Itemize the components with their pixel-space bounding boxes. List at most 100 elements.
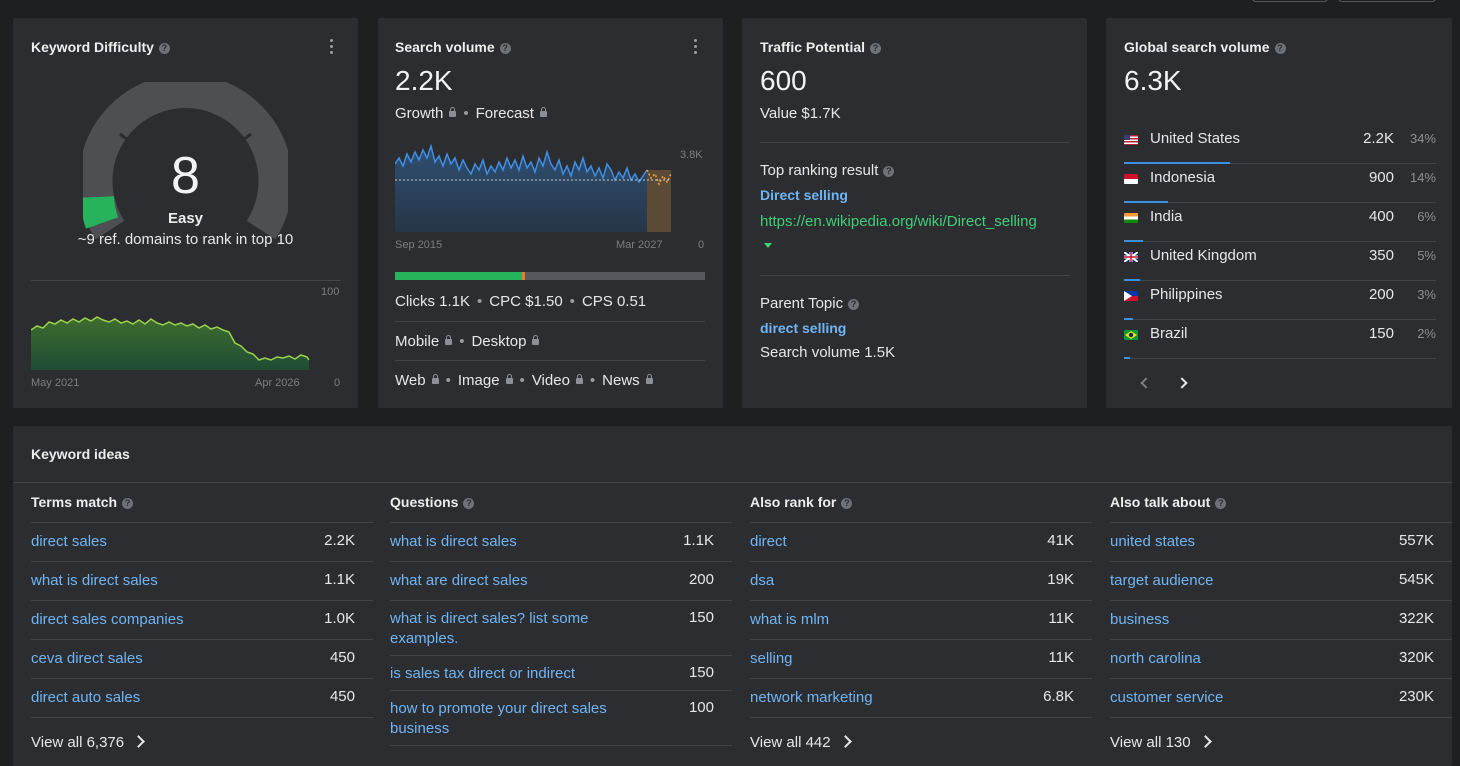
card-title: Keyword Difficulty? [31,39,170,55]
help-icon[interactable]: ? [841,498,853,509]
keyword-row[interactable]: what is direct sales? list some examples… [390,601,732,656]
keyword-link[interactable]: what are direct sales [390,572,528,589]
keyword-row[interactable]: network marketing 6.8K [750,679,1092,718]
keyword-link[interactable]: ceva direct sales [31,650,143,667]
keyword-link[interactable]: selling [750,650,793,667]
keyword-row[interactable]: how to promote your direct sales busines… [390,691,732,746]
keyword-row[interactable]: direct auto sales 450 [31,679,373,718]
forecast-label[interactable]: Forecast [475,105,534,122]
keyword-link[interactable]: customer service [1110,689,1224,706]
gb-flag-icon [1124,252,1138,262]
chevron-right-icon [1198,735,1212,748]
top-ranking-title-link[interactable]: Direct selling [760,187,848,203]
help-icon[interactable]: ? [158,43,170,54]
keyword-row[interactable]: what is direct sales 1.1K [390,523,732,562]
help-icon[interactable]: ? [463,498,475,509]
parent-topic-link[interactable]: direct selling [760,320,847,336]
growth-label[interactable]: Growth [395,105,444,122]
help-icon[interactable]: ? [883,166,895,177]
keyword-link[interactable]: target audience [1110,572,1214,589]
keyword-row[interactable]: selling 11K [750,640,1092,679]
keyword-volume: 200 [688,571,714,588]
lock-icon [449,107,457,117]
country-row[interactable]: United Kingdom 350 5% [1124,242,1436,281]
chevron-right-icon [1176,377,1188,389]
card-title: Traffic Potential? [760,39,882,55]
keyword-row[interactable]: direct sales 2.2K [31,523,373,562]
help-icon[interactable]: ? [870,43,882,54]
cps-value: CPS 0.51 [581,293,647,310]
clicks-value: Clicks 1.1K [395,293,471,310]
chevron-right-icon [132,735,145,748]
more-menu-icon[interactable] [694,39,698,55]
keyword-link[interactable]: united states [1110,533,1196,550]
keyword-row[interactable]: business 322K [1110,601,1452,640]
search-volume-chart [395,143,672,232]
view-all-link[interactable]: View all 130 [1110,718,1452,751]
keyword-link[interactable]: network marketing [750,689,873,706]
keyword-row[interactable]: ceva direct sales 450 [31,640,373,679]
column-title: Also talk about? [1110,484,1452,523]
help-icon[interactable]: ? [1215,498,1227,509]
help-icon[interactable]: ? [122,498,134,509]
image-label[interactable]: Image [457,372,500,389]
web-label[interactable]: Web [395,372,426,389]
news-label[interactable]: News [602,372,640,389]
keyword-row[interactable]: customer service 230K [1110,679,1452,718]
view-all-link[interactable]: View all 442 [750,718,1092,751]
view-all-link[interactable]: View all 6,376 [31,718,373,751]
help-icon[interactable]: ? [848,299,860,310]
keyword-row[interactable]: is sales tax direct or indirect 150 [390,656,732,691]
desktop-label[interactable]: Desktop [471,333,527,350]
keyword-link[interactable]: what is direct sales [31,572,158,589]
keyword-link[interactable]: direct sales companies [31,611,184,628]
country-row[interactable]: Indonesia 900 14% [1124,164,1436,203]
keyword-link[interactable]: business [1110,611,1170,628]
keyword-row[interactable]: direct 41K [750,523,1092,562]
keyword-link[interactable]: direct sales [31,533,107,550]
keyword-row[interactable]: united states 557K [1110,523,1452,562]
keyword-row[interactable]: dsa 19K [750,562,1092,601]
help-icon[interactable]: ? [499,43,511,54]
mobile-label[interactable]: Mobile [395,333,440,350]
top-ranking-url-link[interactable]: https://en.wikipedia.org/wiki/Direct_sel… [760,213,1037,230]
country-name: Philippines [1150,286,1223,303]
keyword-link[interactable]: what is direct sales? list some examples… [390,610,589,647]
country-row[interactable]: United States 2.2K 34% [1124,125,1436,164]
keyword-link[interactable]: direct [750,533,787,550]
keyword-link[interactable]: what is mlm [750,611,830,628]
keyword-link[interactable]: dsa [750,572,775,589]
difficulty-subtext: ~9 ref. domains to rank in top 10 [77,231,294,248]
country-name: Indonesia [1150,169,1216,186]
traffic-potential-value: 600 [760,65,807,96]
next-page-button[interactable] [1176,374,1192,389]
country-row[interactable]: Brazil 150 2% [1124,320,1436,359]
keyword-row[interactable]: what are direct sales 200 [390,562,732,601]
header-button[interactable] [1338,0,1436,2]
keyword-link[interactable]: what is direct sales [390,533,517,550]
previous-page-button[interactable] [1140,374,1156,389]
country-row[interactable]: Philippines 200 3% [1124,281,1436,320]
traffic-value-usd: Value $1.7K [760,105,841,122]
video-label[interactable]: Video [531,372,570,389]
difficulty-history-chart [31,316,310,370]
country-row[interactable]: India 400 6% [1124,203,1436,242]
country-share-bar [1124,279,1436,281]
country-volume: 400 [1368,208,1394,225]
keyword-row[interactable]: target audience 545K [1110,562,1452,601]
country-percent: 14% [1409,170,1436,185]
keyword-row[interactable]: direct sales companies 1.0K [31,601,373,640]
keyword-link[interactable]: how to promote your direct sales busines… [390,700,607,737]
keyword-row[interactable]: north carolina 320K [1110,640,1452,679]
keyword-volume: 6.8K [1043,688,1074,705]
keyword-link[interactable]: direct auto sales [31,689,141,706]
keyword-link[interactable]: north carolina [1110,650,1201,667]
header-button[interactable] [1252,0,1328,2]
caret-down-icon[interactable] [764,243,772,249]
help-icon[interactable]: ? [1274,43,1286,54]
keyword-row[interactable]: what is mlm 11K [750,601,1092,640]
keyword-row[interactable]: what is direct sales 1.1K [31,562,373,601]
more-menu-icon[interactable] [330,39,334,55]
keyword-link[interactable]: is sales tax direct or indirect [390,665,576,682]
keyword-ideas-column: Also talk about? united states 557K target … [1092,484,1452,751]
